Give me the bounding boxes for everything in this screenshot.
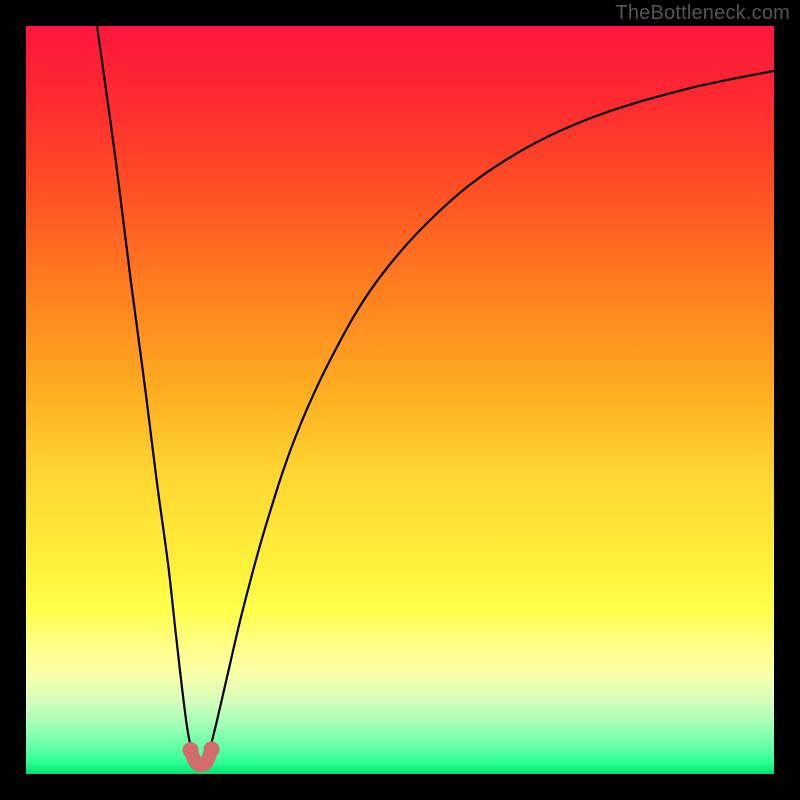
plot-background: [26, 26, 774, 774]
bottleneck-chart: [0, 0, 800, 800]
dip-marker-endpoint-left: [183, 742, 199, 758]
dip-marker-endpoint-right: [204, 741, 220, 757]
watermark-text: TheBottleneck.com: [615, 2, 790, 25]
chart-container: TheBottleneck.com: [0, 0, 800, 800]
